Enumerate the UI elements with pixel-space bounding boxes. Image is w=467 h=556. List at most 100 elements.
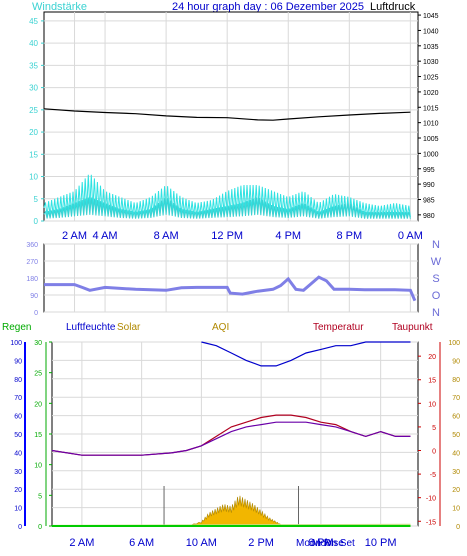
humidity-tick-label: 90 [14, 358, 22, 365]
rain-tick-label: 10 [34, 463, 42, 470]
humidity-tick-label: 30 [14, 469, 22, 476]
pressure-right-tick-label: 1045 [423, 13, 439, 20]
temp-tick-label: -10 [426, 496, 436, 503]
humidity-tick-label: 70 [14, 395, 22, 402]
solar-tick-label: 60 [452, 414, 460, 421]
pressure-right-tick-label: 990 [423, 182, 435, 189]
wind-left-tick-label: 5 [34, 195, 39, 204]
solar-tick-label: 20 [452, 487, 460, 494]
solar-tick-label: 70 [452, 395, 460, 402]
temp-tick-label: 10 [428, 401, 436, 408]
solar-tick-label: 0 [456, 524, 460, 531]
low-x-tick-label: 10 AM [186, 537, 217, 549]
pressure-right-tick-label: 1040 [423, 28, 439, 35]
dir-compass-label: S [432, 273, 439, 285]
rain-tick-label: 15 [34, 432, 42, 439]
wind-panel-frame [43, 11, 419, 222]
wind-left-tick-label: 35 [29, 61, 38, 70]
legend-humidity: Luftfeuchte [66, 322, 116, 333]
dir-left-tick-label: 360 [26, 242, 38, 249]
low-x-tick-label: 2 AM [69, 537, 94, 549]
wind-left-tick-label: 15 [29, 150, 38, 159]
solar-tick-label: 30 [452, 469, 460, 476]
solar-tick-label: 100 [448, 340, 460, 347]
wind-x-tick-label: 4 PM [275, 230, 301, 242]
wind-x-tick-label: 2 AM [62, 230, 87, 242]
pressure-axis-title: Luftdruck [370, 1, 416, 13]
temp-tick-label: 5 [432, 425, 436, 432]
low-x-tick-label: 2 PM [248, 537, 274, 549]
wind-axis-title: Windstärke [32, 1, 87, 13]
wind-left-tick-label: 25 [29, 106, 38, 115]
chart-title: 24 hour graph day : 06 Dezember 2025 [172, 1, 364, 13]
wind-x-tick-label: 12 PM [211, 230, 243, 242]
dir-compass-label: W [431, 256, 442, 268]
humidity-tick-label: 60 [14, 414, 22, 421]
legend-dewpoint: Taupunkt [392, 322, 433, 333]
legend-temperature: Temperatur [313, 322, 364, 333]
temp-tick-label: 20 [428, 354, 436, 361]
pressure-series [43, 108, 411, 121]
pressure-right-tick-label: 980 [423, 213, 435, 220]
moon-set-label: Moon Set [312, 538, 355, 549]
low-x-tick-label: 10 PM [365, 537, 397, 549]
pressure-right-tick-label: 1010 [423, 121, 439, 128]
humidity-tick-label: 20 [14, 487, 22, 494]
pressure-right-tick-label: 1025 [423, 75, 439, 82]
solar-tick-label: 40 [452, 450, 460, 457]
humidity-series [201, 341, 411, 367]
humidity-tick-label: 10 [14, 506, 22, 513]
pressure-right-tick-label: 1035 [423, 44, 439, 51]
rain-tick-label: 0 [38, 524, 42, 531]
wind-left-tick-label: 10 [29, 173, 38, 182]
pressure-right-tick-label: 1000 [423, 151, 439, 158]
wind-x-tick-label: 8 AM [154, 230, 179, 242]
wind-left-tick-label: 0 [34, 217, 39, 226]
dir-left-tick-label: 90 [30, 293, 38, 300]
solar-tick-label: 90 [452, 358, 460, 365]
dir-compass-label: O [432, 290, 441, 302]
legend-solar: Solar [117, 322, 141, 333]
dir-left-tick-label: 270 [26, 259, 38, 266]
solar-tick-label: 50 [452, 432, 460, 439]
dir-compass-label: N [432, 239, 440, 251]
pressure-right-tick-label: 1015 [423, 105, 439, 112]
dir-left-tick-label: 180 [26, 276, 38, 283]
humidity-tick-label: 50 [14, 432, 22, 439]
humidity-tick-label: 80 [14, 377, 22, 384]
solar-tick-label: 80 [452, 377, 460, 384]
temp-tick-label: -5 [430, 472, 436, 479]
low-x-tick-label: 6 PM [308, 537, 334, 549]
legend-aqi: AQI [212, 322, 229, 333]
wind-x-tick-label: 4 AM [93, 230, 118, 242]
solar-series [186, 495, 284, 527]
wind-left-tick-label: 45 [29, 17, 38, 26]
pressure-right-tick-label: 1005 [423, 136, 439, 143]
dewpoint-series [51, 421, 411, 456]
humidity-tick-label: 100 [10, 340, 22, 347]
low-x-tick-label: 6 AM [129, 537, 154, 549]
wind-left-tick-label: 40 [29, 39, 38, 48]
moon-rise-label: Moon Rise [296, 538, 344, 549]
wind-direction-series [44, 275, 417, 302]
legend-rain: Regen [2, 322, 31, 333]
temp-tick-label: 15 [428, 378, 436, 385]
dir-left-tick-label: 0 [34, 310, 38, 317]
wind-x-tick-label: 8 PM [336, 230, 362, 242]
rain-tick-label: 20 [34, 401, 42, 408]
pressure-right-tick-label: 995 [423, 167, 435, 174]
rain-tick-label: 25 [34, 371, 42, 378]
rain-tick-label: 30 [34, 340, 42, 347]
temp-tick-label: 0 [432, 449, 436, 456]
temp-tick-label: -15 [426, 519, 436, 526]
humidity-tick-label: 0 [18, 524, 22, 531]
humidity-tick-label: 40 [14, 450, 22, 457]
pressure-right-tick-label: 985 [423, 197, 435, 204]
wind-left-tick-label: 30 [29, 84, 38, 93]
wind-x-tick-label: 0 AM [398, 230, 423, 242]
pressure-right-tick-label: 1030 [423, 59, 439, 66]
wind-series [43, 197, 411, 219]
wind-left-tick-label: 20 [29, 128, 38, 137]
